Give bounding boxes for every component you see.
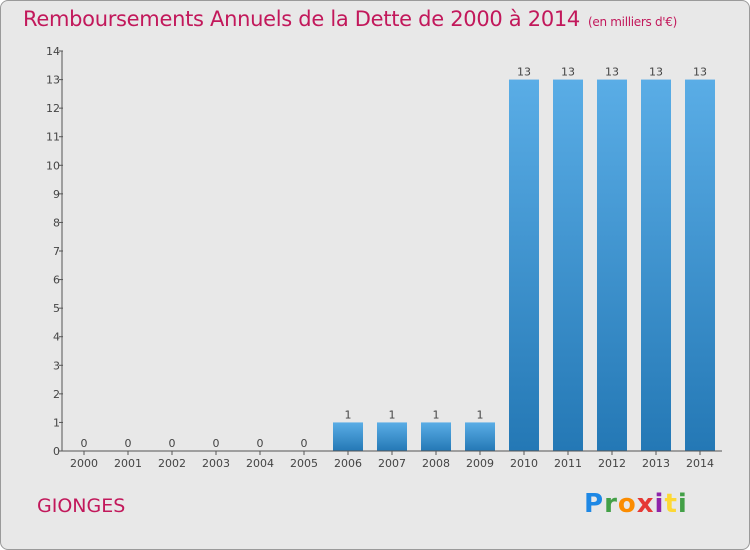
x-tick-label: 2010 xyxy=(510,457,538,470)
x-tick-label: 2009 xyxy=(466,457,494,470)
x-tick-label: 2006 xyxy=(334,457,362,470)
data-label: 0 xyxy=(213,437,220,450)
bar xyxy=(553,79,583,452)
bar xyxy=(333,422,363,451)
bar xyxy=(377,422,407,451)
data-label: 0 xyxy=(169,437,176,450)
bar xyxy=(641,79,671,452)
y-tick-label: 14 xyxy=(46,45,60,58)
y-tick-label: 9 xyxy=(53,188,60,201)
x-tick-label: 2012 xyxy=(598,457,626,470)
y-tick-label: 8 xyxy=(53,216,60,229)
x-tick-label: 2007 xyxy=(378,457,406,470)
y-tick-label: 7 xyxy=(53,245,60,258)
y-tick-label: 12 xyxy=(46,102,60,115)
bars-layer: 0 0 0 0 0 0 1 1 1 1 13 13 13 13 13 xyxy=(81,66,715,452)
y-tick-label: 2 xyxy=(53,388,60,401)
y-tick-label: 3 xyxy=(53,359,60,372)
x-tick-label: 2014 xyxy=(686,457,714,470)
data-label: 13 xyxy=(693,66,707,79)
x-tick-label: 2003 xyxy=(202,457,230,470)
x-tick-label: 2000 xyxy=(70,457,98,470)
data-label: 0 xyxy=(257,437,264,450)
logo-letter: o xyxy=(617,489,637,519)
data-label: 0 xyxy=(81,437,88,450)
data-label: 13 xyxy=(649,66,663,79)
x-tick-label: 2008 xyxy=(422,457,450,470)
y-tick-label: 0 xyxy=(53,445,60,458)
data-label: 13 xyxy=(561,66,575,79)
y-tick-label: 6 xyxy=(53,274,60,287)
chart-subtitle: (en milliers d'€) xyxy=(588,15,678,29)
data-label: 0 xyxy=(301,437,308,450)
proxiti-logo: Proxiti xyxy=(584,489,688,519)
x-tick-label: 2002 xyxy=(158,457,186,470)
logo-letter: P xyxy=(584,489,605,519)
x-tick-label: 2004 xyxy=(246,457,274,470)
bar xyxy=(685,79,715,452)
y-tick-label: 4 xyxy=(53,331,60,344)
x-tick-label: 2001 xyxy=(114,457,142,470)
data-label: 13 xyxy=(605,66,619,79)
data-label: 1 xyxy=(477,408,484,421)
x-tick-label: 2005 xyxy=(290,457,318,470)
bar xyxy=(509,79,539,452)
logo-letter: i xyxy=(654,489,665,519)
bar xyxy=(421,422,451,451)
y-tick-label: 11 xyxy=(46,131,60,144)
x-tick-label: 2013 xyxy=(642,457,670,470)
logo-letter: t xyxy=(664,489,678,519)
data-label: 0 xyxy=(125,437,132,450)
logo-letter: i xyxy=(677,489,688,519)
data-label: 1 xyxy=(433,408,440,421)
data-label: 1 xyxy=(389,408,396,421)
logo-letter: r xyxy=(604,489,618,519)
y-tick-label: 13 xyxy=(46,74,60,87)
chart-title-block: Remboursements Annuels de la Dette de 20… xyxy=(23,7,677,31)
x-tick-label: 2011 xyxy=(554,457,582,470)
data-label: 13 xyxy=(517,66,531,79)
data-label: 1 xyxy=(345,408,352,421)
chart-title: Remboursements Annuels de la Dette de 20… xyxy=(23,7,580,31)
y-tick-label: 10 xyxy=(46,159,60,172)
logo-letter: x xyxy=(636,489,655,519)
commune-name: GIONGES xyxy=(37,495,126,517)
y-tick-label: 1 xyxy=(53,416,60,429)
bar xyxy=(597,79,627,452)
y-tick-label: 5 xyxy=(53,302,60,315)
bar xyxy=(465,422,495,451)
